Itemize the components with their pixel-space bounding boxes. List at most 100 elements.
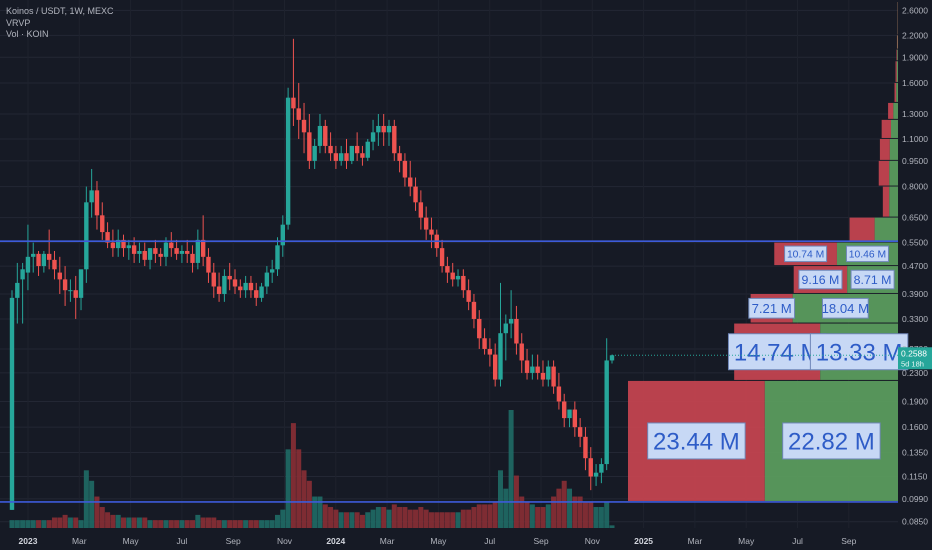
volume-profile-up-label: 13.33 M xyxy=(816,339,903,366)
volume-bar xyxy=(200,517,206,528)
volume-bar xyxy=(349,512,355,528)
volume-bar xyxy=(588,501,594,528)
candle-body xyxy=(153,248,158,254)
volume-bar xyxy=(184,520,190,528)
candle-body xyxy=(137,250,142,254)
volume-bar xyxy=(508,410,514,528)
volume-bar xyxy=(126,517,132,528)
volume-bar xyxy=(73,517,79,528)
candle-body xyxy=(227,275,232,280)
volume-bar xyxy=(190,520,196,528)
volume-indicator-label[interactable]: Vol · KOIN xyxy=(6,29,49,39)
volume-bar xyxy=(14,520,20,528)
candle-body xyxy=(535,366,540,373)
candle-body xyxy=(556,386,562,402)
volume-bar xyxy=(582,501,588,528)
volume-bar xyxy=(551,496,557,528)
price-axis-tick: 0.8000 xyxy=(902,182,928,192)
volume-bar xyxy=(391,504,397,528)
candle-body xyxy=(36,253,41,267)
candle-body xyxy=(158,253,163,257)
candle-body xyxy=(381,125,386,133)
candle-body xyxy=(31,253,36,257)
volume-bar xyxy=(397,507,403,528)
candle-body xyxy=(190,253,195,263)
candle-body xyxy=(429,229,434,235)
volume-profile-up-label-box xyxy=(821,297,869,319)
volume-bar xyxy=(136,517,142,528)
candle-body xyxy=(604,360,609,465)
volume-profile-up-bar xyxy=(896,82,898,102)
volume-bar xyxy=(428,512,434,528)
volume-bar xyxy=(418,507,424,528)
candle-body xyxy=(57,272,62,280)
volume-profile-down-label: 14.74 M xyxy=(734,339,821,366)
volume-bar xyxy=(466,509,472,528)
candle-body xyxy=(386,125,392,133)
volume-profile-up-label: 8.71 M xyxy=(854,273,892,287)
volume-bar xyxy=(296,449,302,528)
time-axis-tick: Nov xyxy=(277,536,293,546)
volume-profile-up-bar xyxy=(893,102,898,119)
candle-body xyxy=(163,242,169,257)
volume-bar xyxy=(158,520,164,528)
price-axis-tick: 0.3300 xyxy=(902,314,928,324)
current-price-badge xyxy=(898,347,932,370)
candle-body xyxy=(546,366,551,380)
candle-body xyxy=(408,177,413,187)
volume-bar xyxy=(36,520,42,528)
volume-bar xyxy=(57,517,63,528)
price-axis-tick: 0.4700 xyxy=(902,261,928,271)
volume-bar xyxy=(83,470,89,528)
volume-bar xyxy=(567,488,573,528)
candle-body xyxy=(376,125,381,133)
volume-bar xyxy=(407,509,413,528)
candle-body xyxy=(583,436,588,459)
candle-body xyxy=(147,248,153,260)
candle-body xyxy=(25,256,31,273)
volume-bar xyxy=(476,504,482,528)
volume-bar xyxy=(593,507,599,528)
candle-body xyxy=(169,242,174,249)
price-axis-tick: 2.6000 xyxy=(902,5,928,15)
vrvp-indicator-label[interactable]: VRVP xyxy=(6,17,31,28)
volume-profile-up-bar xyxy=(889,160,898,186)
candle-body xyxy=(477,318,482,339)
candle-body xyxy=(115,239,121,249)
volume-profile-down-bar xyxy=(881,119,891,138)
candle-body xyxy=(232,279,238,287)
volume-bar xyxy=(460,509,466,528)
volume-bar xyxy=(205,517,211,528)
time-axis-tick: May xyxy=(123,536,140,546)
candle-body xyxy=(524,360,530,373)
volume-bar xyxy=(51,517,57,528)
candle-body xyxy=(508,318,514,324)
volume-bar xyxy=(492,501,498,528)
candle-body xyxy=(291,97,296,109)
volume-profile-up-label-box xyxy=(782,422,881,460)
candle-body xyxy=(339,153,344,161)
candle-body xyxy=(365,141,370,158)
volume-bar xyxy=(274,514,280,528)
candle-body xyxy=(354,145,360,154)
volume-profile-down-bar xyxy=(896,35,898,49)
candle-body xyxy=(275,245,280,270)
candle-body xyxy=(179,250,185,254)
volume-bar xyxy=(423,509,429,528)
volume-bar xyxy=(195,514,201,528)
volume-bar xyxy=(604,501,610,528)
candle-body xyxy=(248,282,254,291)
candle-body xyxy=(418,202,424,218)
candle-body xyxy=(15,282,20,298)
price-axis-tick: 1.6000 xyxy=(902,78,928,88)
candle-body xyxy=(450,272,455,280)
volume-profile-up-label: 18.04 M xyxy=(822,301,869,316)
volume-bar xyxy=(211,517,217,528)
candle-body xyxy=(238,286,243,291)
candle-body xyxy=(397,153,402,161)
time-axis-tick: Mar xyxy=(380,536,395,546)
volume-bar xyxy=(540,507,546,528)
price-axis-tick: 0.1350 xyxy=(902,448,928,458)
symbol-title[interactable]: Koinos / USDT, 1W, MEXC xyxy=(6,6,114,16)
